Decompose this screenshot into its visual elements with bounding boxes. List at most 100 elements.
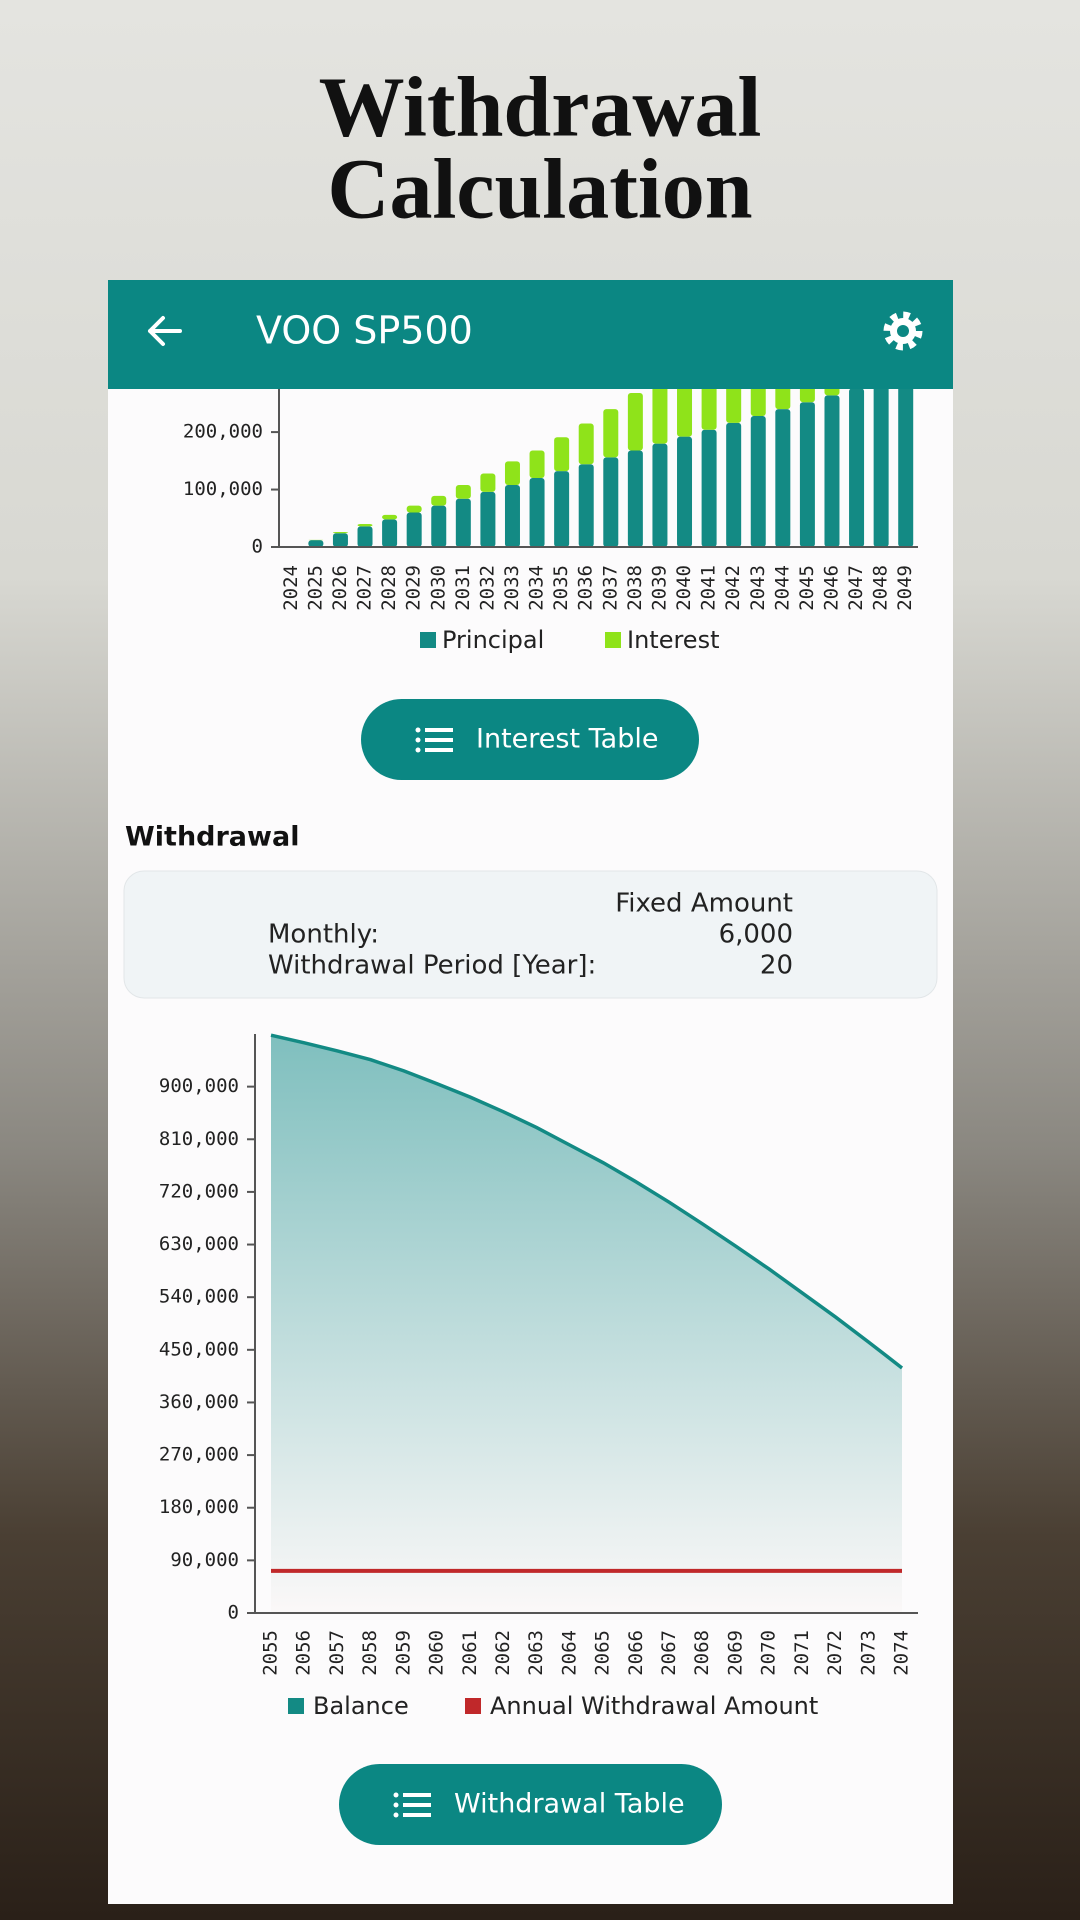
bar-segment xyxy=(799,402,815,547)
bar-segment xyxy=(627,393,643,451)
bar-segment xyxy=(578,423,594,465)
x-tick-label: 2043 xyxy=(747,565,769,611)
bar-segment xyxy=(357,524,373,527)
bar-segment xyxy=(775,389,791,410)
series-line xyxy=(270,1033,904,1370)
card xyxy=(108,280,953,1904)
x-tick-label: 2031 xyxy=(452,565,474,611)
bar-segment xyxy=(332,532,348,534)
bar-segment xyxy=(554,437,570,472)
bar-segment xyxy=(603,457,619,547)
bar-segment xyxy=(652,389,668,444)
x-tick-label: 2029 xyxy=(403,565,425,611)
bar-segment xyxy=(701,389,717,430)
y-tick-label: 0 xyxy=(252,536,263,558)
column-header: Fixed Amount xyxy=(615,889,793,919)
bar-segment xyxy=(652,443,668,547)
x-tick-label: 2062 xyxy=(492,1630,514,1676)
bar-segment xyxy=(455,484,471,499)
legend-label: Principal xyxy=(442,626,544,654)
legend-swatch xyxy=(605,632,621,648)
x-tick-label: 2026 xyxy=(329,565,351,611)
x-tick-label: 2030 xyxy=(427,565,449,611)
section-heading: Withdrawal xyxy=(125,822,299,853)
bar-segment xyxy=(357,526,373,547)
x-tick-label: 2036 xyxy=(575,565,597,611)
bar-segment xyxy=(480,491,496,547)
bar-segment xyxy=(750,416,766,547)
y-tick-label: 100,000 xyxy=(183,478,263,500)
y-tick-label: 450,000 xyxy=(159,1338,239,1360)
app-bar xyxy=(108,280,953,389)
x-tick-label: 2064 xyxy=(558,1630,580,1676)
bar-segment xyxy=(824,395,840,547)
x-tick-label: 2032 xyxy=(476,565,498,611)
x-tick-label: 2057 xyxy=(326,1630,348,1676)
x-tick-label: 2038 xyxy=(624,565,646,611)
bar-segment xyxy=(554,471,570,547)
interest-chart xyxy=(308,389,914,547)
bar-segment xyxy=(898,389,914,547)
x-tick-label: 2066 xyxy=(625,1630,647,1676)
button-label: Interest Table xyxy=(476,724,658,755)
info-value: 6,000 xyxy=(719,920,793,950)
interest-table-button[interactable] xyxy=(361,699,699,780)
page-title: Withdrawal xyxy=(319,59,762,155)
legend-swatch xyxy=(288,1698,304,1714)
bar-segment xyxy=(455,498,471,547)
info-value: 20 xyxy=(760,951,793,981)
x-tick-label: 2056 xyxy=(293,1630,315,1676)
info-label: Withdrawal Period [Year]: xyxy=(268,951,596,981)
x-tick-label: 2063 xyxy=(525,1630,547,1676)
y-tick-label: 90,000 xyxy=(170,1549,239,1571)
bar-segment xyxy=(504,461,520,485)
balance-area xyxy=(271,1035,902,1613)
x-tick-label: 2058 xyxy=(359,1630,381,1676)
y-tick-label: 270,000 xyxy=(159,1444,239,1466)
bar-segment xyxy=(529,478,545,547)
bar-segment xyxy=(849,389,865,547)
x-tick-label: 2059 xyxy=(392,1630,414,1676)
x-tick-label: 2040 xyxy=(673,565,695,611)
x-tick-label: 2039 xyxy=(648,565,670,611)
x-tick-label: 2037 xyxy=(599,565,621,611)
y-tick-label: 810,000 xyxy=(159,1128,239,1150)
x-tick-label: 2060 xyxy=(426,1630,448,1676)
bar-segment xyxy=(726,422,742,547)
x-tick-label: 2055 xyxy=(260,1630,282,1676)
x-tick-label: 2024 xyxy=(280,565,302,611)
x-tick-label: 2067 xyxy=(658,1630,680,1676)
settings-button[interactable] xyxy=(883,311,923,351)
y-tick-label: 540,000 xyxy=(159,1286,239,1308)
y-tick-label: 0 xyxy=(228,1602,239,1624)
x-tick-label: 2028 xyxy=(378,565,400,611)
bar-segment xyxy=(406,512,422,547)
x-tick-label: 2025 xyxy=(304,565,326,611)
x-tick-label: 2072 xyxy=(824,1630,846,1676)
withdrawal-chart: 2055 2056 2057 2058 2059 2060 2061 2062 2063 2064… xyxy=(159,1033,918,1720)
back-button[interactable] xyxy=(148,316,182,346)
withdrawal-table-button[interactable] xyxy=(339,1764,722,1845)
bar-segment xyxy=(529,450,545,479)
x-tick-label: 2048 xyxy=(870,565,892,611)
bar-segment xyxy=(873,389,889,547)
info-label: Monthly: xyxy=(268,920,379,950)
x-tick-label: 2047 xyxy=(845,565,867,611)
button-label: Withdrawal Table xyxy=(454,1789,685,1820)
legend-swatch xyxy=(465,1698,481,1714)
x-tick-label: 2042 xyxy=(722,565,744,611)
x-tick-label: 2046 xyxy=(820,565,842,611)
y-tick-label: 180,000 xyxy=(159,1496,239,1518)
bar-segment xyxy=(431,505,447,547)
y-tick-label: 720,000 xyxy=(159,1180,239,1202)
legend-swatch xyxy=(420,632,436,648)
bar-segment xyxy=(799,389,815,403)
bar-segment xyxy=(677,436,693,547)
x-tick-label: 2061 xyxy=(459,1630,481,1676)
legend-label: Annual Withdrawal Amount xyxy=(490,1692,818,1720)
x-tick-label: 2069 xyxy=(724,1630,746,1676)
bar-segment xyxy=(627,450,643,547)
y-tick-label: 360,000 xyxy=(159,1391,239,1413)
bar-segment xyxy=(726,389,742,423)
